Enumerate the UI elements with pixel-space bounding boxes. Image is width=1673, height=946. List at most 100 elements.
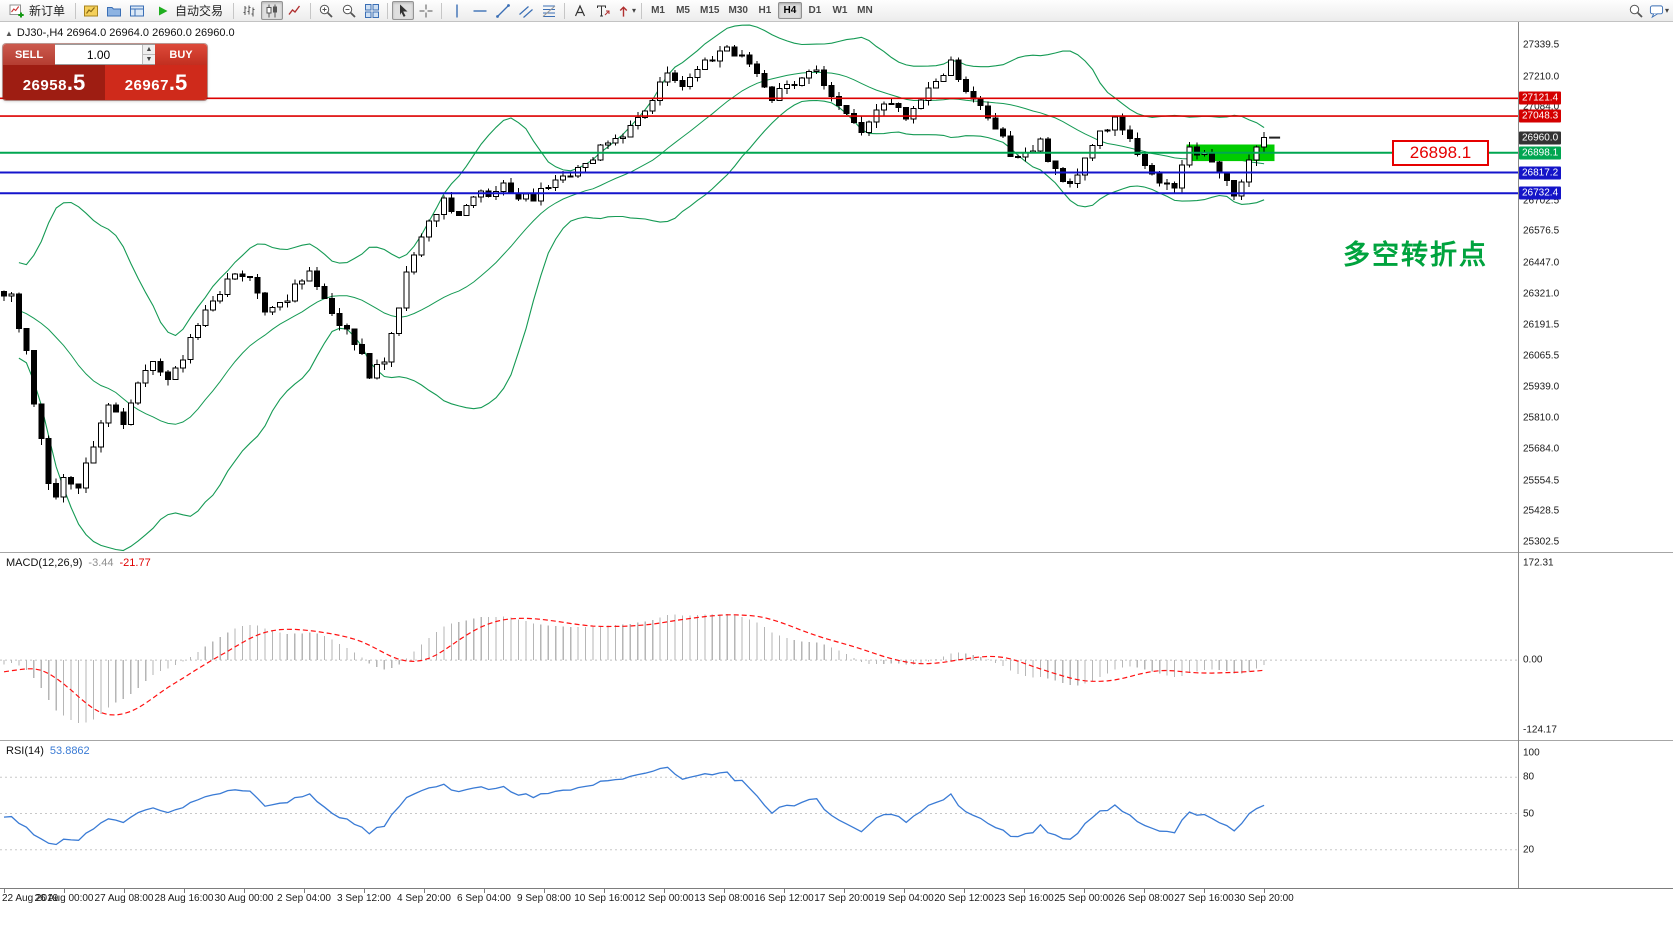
dropdown-arrow-icon: ▾: [1664, 6, 1669, 15]
time-axis-label: 17 Sep 20:00: [814, 893, 874, 904]
time-axis-label: 23 Sep 16:00: [994, 893, 1054, 904]
time-tick: [1204, 889, 1205, 893]
timeframe-m15-button[interactable]: M15: [700, 5, 720, 16]
timeframe-m30-button[interactable]: M30: [728, 5, 748, 16]
volume-increase-button[interactable]: ▲: [143, 45, 155, 55]
time-tick: [1144, 889, 1145, 893]
timeframe-h1-button[interactable]: H1: [758, 5, 772, 16]
cursor-icon[interactable]: [392, 1, 415, 20]
fibonacci-icon[interactable]: [538, 1, 560, 20]
toolbar-separator: [564, 2, 566, 19]
price-axis-label: 26065.5: [1523, 350, 1560, 362]
zoom-in-icon: [319, 4, 333, 18]
buy-button[interactable]: BUY: [155, 44, 207, 65]
vertical-line-icon[interactable]: [446, 1, 468, 20]
crosshair-icon[interactable]: [415, 1, 437, 20]
text-label-icon[interactable]: [592, 1, 614, 20]
one-click-expander-icon[interactable]: ▲: [5, 28, 13, 38]
price-axis-label: 25302.5: [1523, 536, 1560, 548]
time-axis-label: 25 Sep 00:00: [1054, 893, 1114, 904]
sell-price-main: 26958: [22, 77, 67, 94]
time-axis-label: 9 Sep 08:00: [517, 893, 571, 904]
price-callout-label[interactable]: 26898.1: [1392, 140, 1489, 166]
main-chart[interactable]: [0, 22, 1518, 552]
time-axis-label: 4 Sep 20:00: [397, 893, 451, 904]
search-icon[interactable]: [1625, 1, 1647, 20]
data-window-icon[interactable]: [126, 1, 148, 20]
buy-price[interactable]: 26967.5: [105, 65, 207, 100]
rsi-axis-label: 100: [1523, 747, 1540, 759]
macd-indicator-label: MACD(12,26,9) -3.44 -21.77: [6, 557, 151, 569]
rsi-axis-label: 20: [1523, 844, 1535, 856]
time-tick: [844, 889, 845, 893]
panel-separator[interactable]: [0, 552, 1673, 553]
time-axis-separator: [0, 888, 1673, 889]
macd-signal-line: [3, 614, 1265, 716]
volume-value[interactable]: 1.00: [86, 47, 111, 62]
time-tick: [904, 889, 905, 893]
panel-separator[interactable]: [0, 740, 1673, 741]
rsi-axis-label: 50: [1523, 808, 1535, 819]
bollinger-middle-band: [18, 71, 1265, 425]
macd-indicator[interactable]: [0, 553, 1518, 740]
channel-icon[interactable]: [515, 1, 537, 20]
timeframe-w1-button[interactable]: W1: [832, 5, 848, 16]
profiles-icon[interactable]: [103, 1, 125, 20]
text-icon[interactable]: [569, 1, 591, 20]
time-tick: [304, 889, 305, 893]
search-icon: [1629, 4, 1643, 18]
zoom-out-icon: [342, 4, 356, 18]
timeframe-h4-button[interactable]: H4: [777, 2, 802, 19]
time-tick: [544, 889, 545, 893]
new-chart-icon[interactable]: [80, 1, 102, 20]
new-order-button[interactable]: 新订单: [3, 1, 71, 20]
price-tag-27048.3: 27048.3: [1519, 109, 1562, 123]
time-tick: [964, 889, 965, 893]
horizontal-line-icon[interactable]: [469, 1, 491, 20]
volume-decrease-button[interactable]: ▼: [143, 55, 155, 64]
symbol-ohlc-text: DJ30-,H4 26964.0 26964.0 26960.0 26960.0: [16, 27, 235, 39]
candles: [1, 44, 1268, 503]
trendline-icon[interactable]: [492, 1, 514, 20]
timeframe-d1-button[interactable]: D1: [808, 5, 822, 16]
chat-icon[interactable]: ▾: [1648, 1, 1670, 20]
time-axis-label: 13 Sep 08:00: [694, 893, 754, 904]
line-chart-mode-icon[interactable]: [284, 1, 306, 20]
timeframe-m1-button[interactable]: M1: [651, 5, 665, 16]
rsi-indicator-label: RSI(14) 53.8862: [6, 745, 90, 757]
rsi-indicator[interactable]: [0, 741, 1518, 888]
price-axis-label: 26321.0: [1523, 288, 1560, 299]
sell-button[interactable]: SELL: [3, 44, 55, 65]
zoom-in-icon[interactable]: [315, 1, 337, 20]
candlestick-mode-icon[interactable]: [261, 1, 284, 20]
time-axis-label: 30 Sep 20:00: [1234, 893, 1294, 904]
price-axis-label: 25810.0: [1523, 412, 1560, 424]
bollinger-upper-band: [18, 24, 1265, 337]
price-tag-26960.0: 26960.0: [1519, 131, 1562, 145]
arrows-icon[interactable]: ▾: [615, 1, 637, 20]
auto-trading-button[interactable]: 自动交易: [149, 1, 229, 20]
buy-price-main: 26967: [124, 77, 169, 94]
sell-price[interactable]: 26958.5: [3, 65, 105, 100]
tile-windows-icon[interactable]: [361, 1, 383, 20]
sell-price-pips: .5: [66, 70, 86, 95]
price-axis-label: 26576.5: [1523, 225, 1560, 237]
bar-chart-mode-icon[interactable]: [238, 1, 260, 20]
timeframe-m5-button[interactable]: M5: [676, 5, 690, 16]
timeframe-mn-button[interactable]: MN: [857, 5, 873, 16]
price-tag-27121.4: 27121.4: [1519, 91, 1562, 105]
time-tick: [784, 889, 785, 893]
trendline-icon: [496, 3, 510, 18]
toolbar-separator: [441, 2, 443, 19]
volume-stepper[interactable]: 1.00 ▲ ▼: [55, 44, 155, 65]
time-tick: [364, 889, 365, 893]
zoom-out-icon[interactable]: [338, 1, 360, 20]
time-axis-label: 27 Aug 08:00: [94, 893, 154, 904]
dropdown-arrow-icon: ▾: [632, 6, 637, 15]
price-axis-label: 25428.5: [1523, 505, 1560, 517]
symbol-ohlc-label: ▲ DJ30-,H4 26964.0 26964.0 26960.0 26960…: [5, 27, 235, 39]
rsi-axis-label: 80: [1523, 771, 1535, 783]
macd-axis-label: 172.31: [1523, 557, 1554, 569]
toolbar-separator: [641, 2, 643, 19]
toolbar-separator: [310, 2, 312, 19]
